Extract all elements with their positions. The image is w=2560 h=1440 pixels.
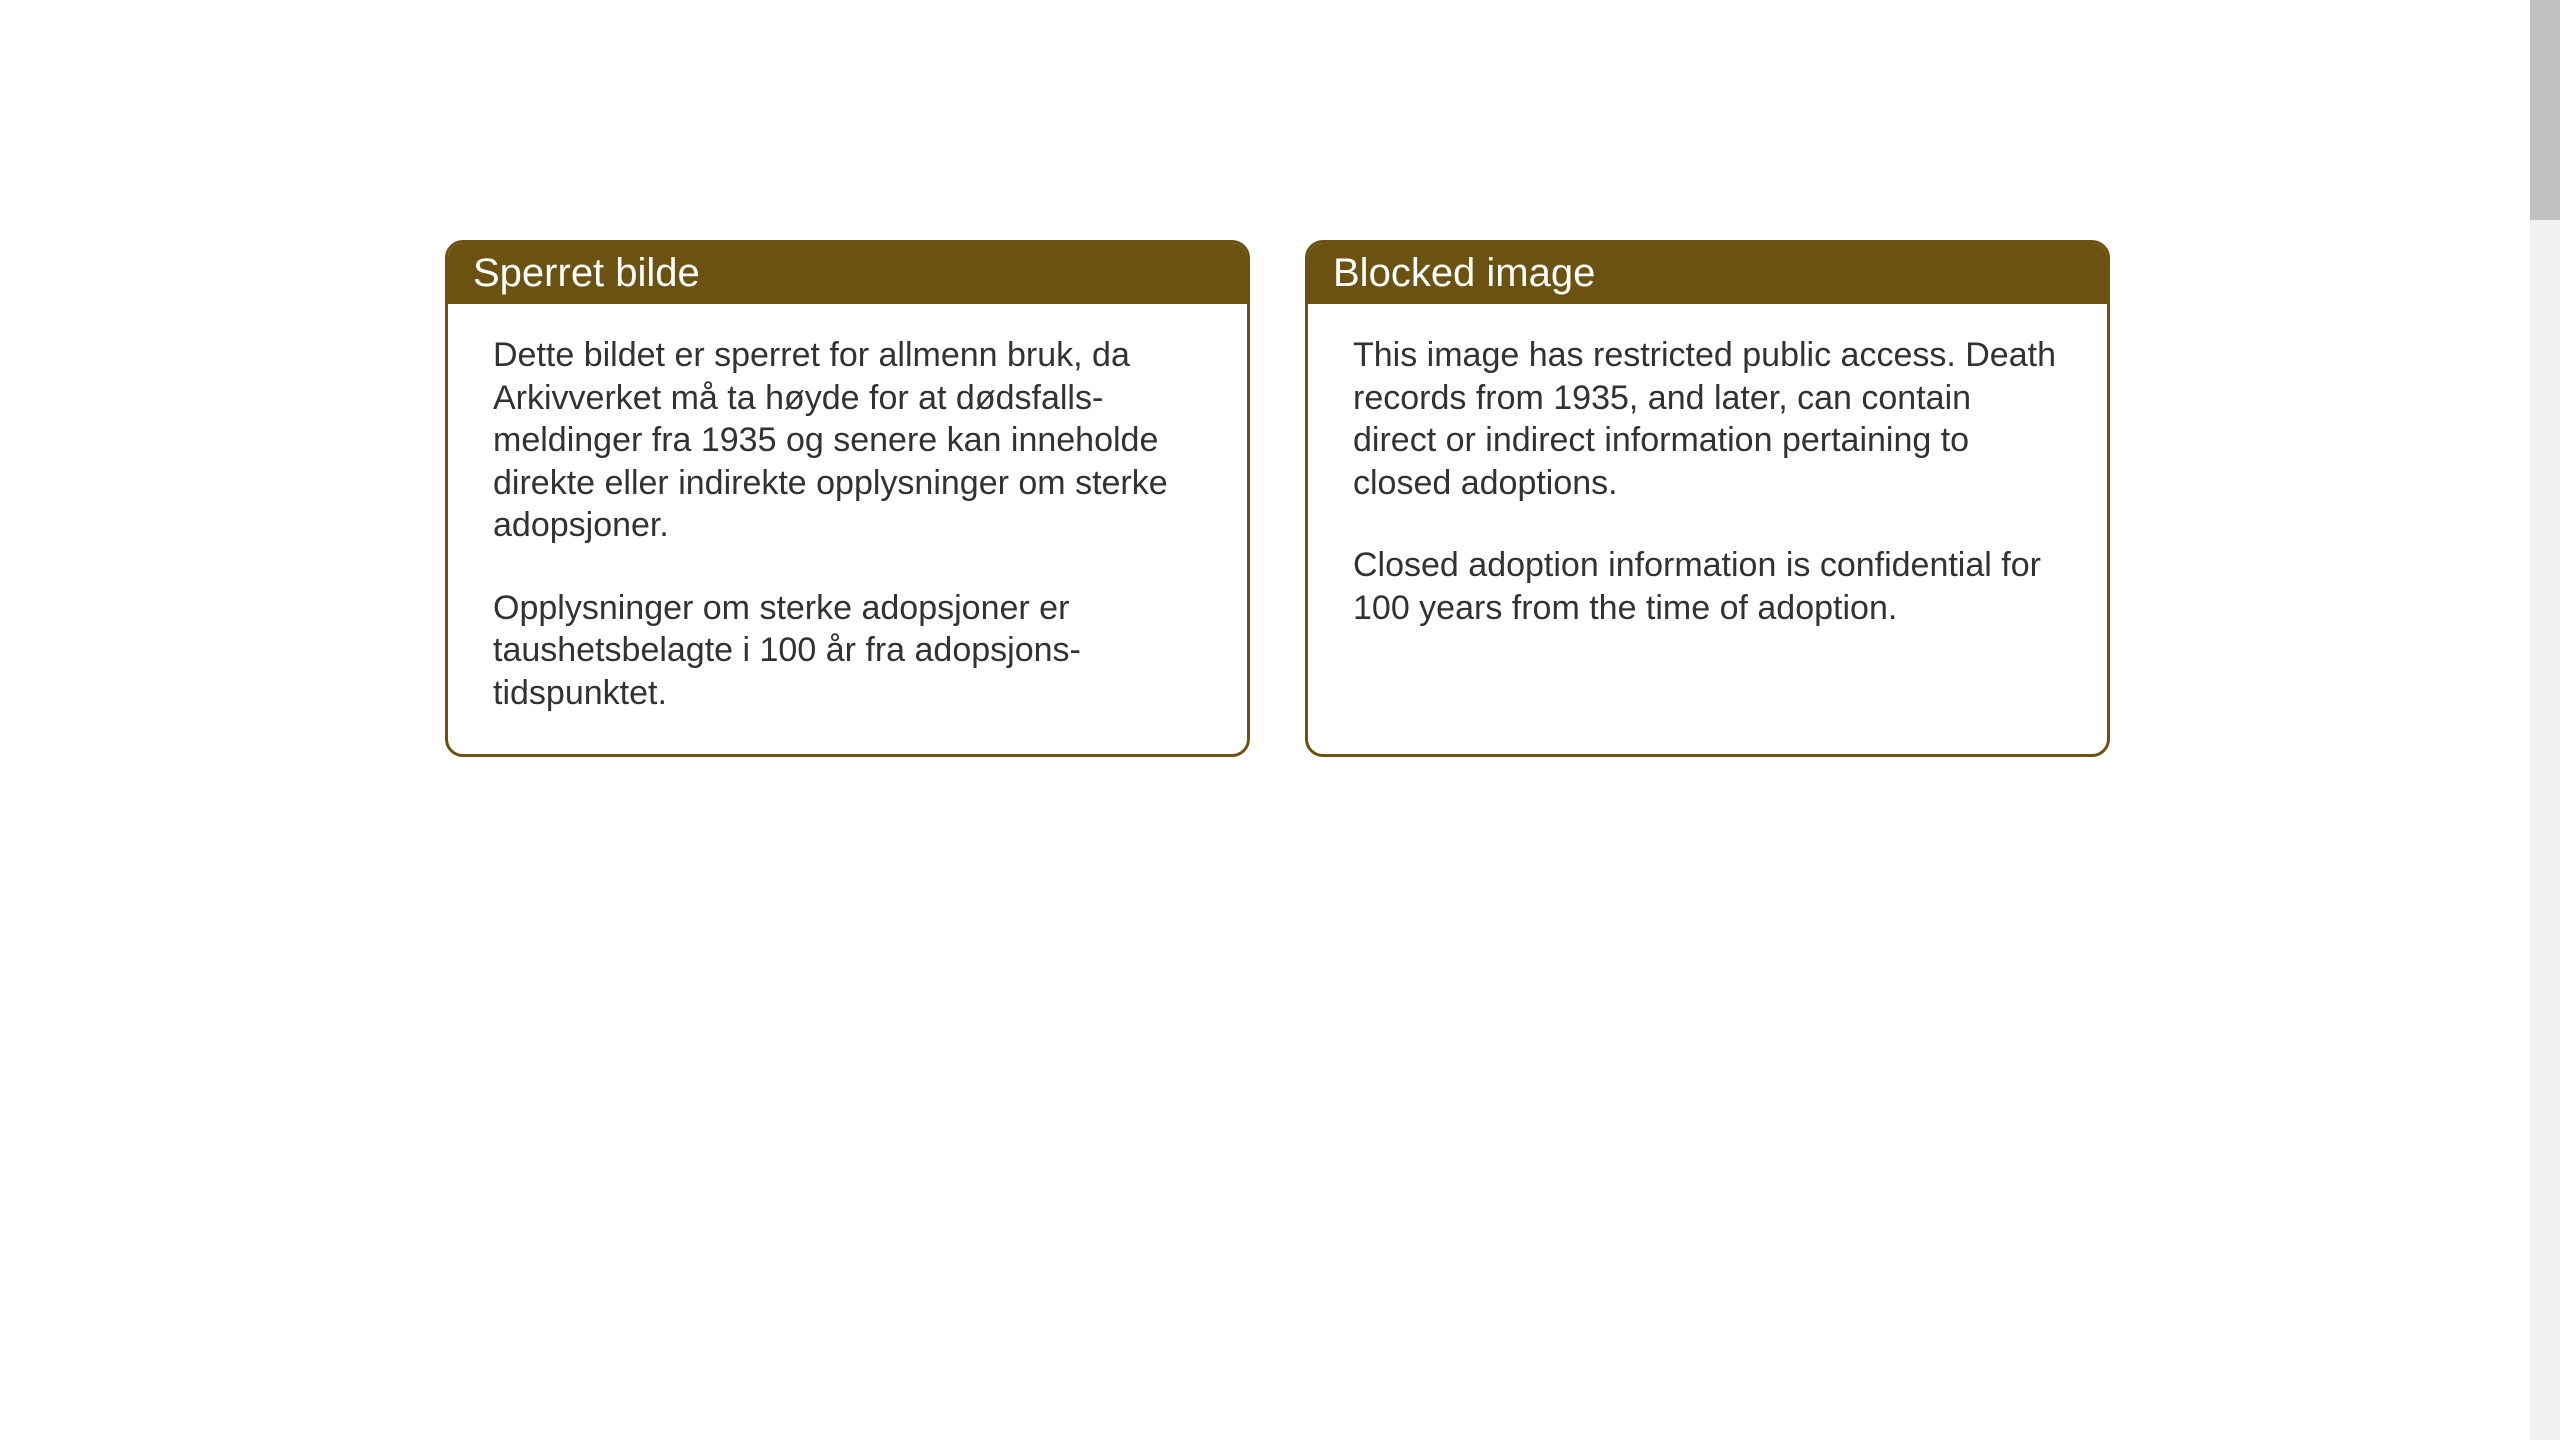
norwegian-notice-title: Sperret bilde [448, 243, 1247, 304]
notice-container: Sperret bilde Dette bildet er sperret fo… [445, 240, 2110, 757]
norwegian-paragraph-2: Opplysninger om sterke adopsjoner er tau… [493, 587, 1202, 715]
vertical-scrollbar-track[interactable] [2530, 0, 2560, 1440]
english-notice-box: Blocked image This image has restricted … [1305, 240, 2110, 757]
english-notice-title: Blocked image [1308, 243, 2107, 304]
english-paragraph-2: Closed adoption information is confident… [1353, 544, 2062, 629]
norwegian-notice-body: Dette bildet er sperret for allmenn bruk… [448, 304, 1247, 754]
norwegian-notice-box: Sperret bilde Dette bildet er sperret fo… [445, 240, 1250, 757]
english-notice-body: This image has restricted public access.… [1308, 304, 2107, 669]
norwegian-paragraph-1: Dette bildet er sperret for allmenn bruk… [493, 334, 1202, 547]
english-paragraph-1: This image has restricted public access.… [1353, 334, 2062, 504]
vertical-scrollbar-thumb[interactable] [2530, 0, 2560, 220]
